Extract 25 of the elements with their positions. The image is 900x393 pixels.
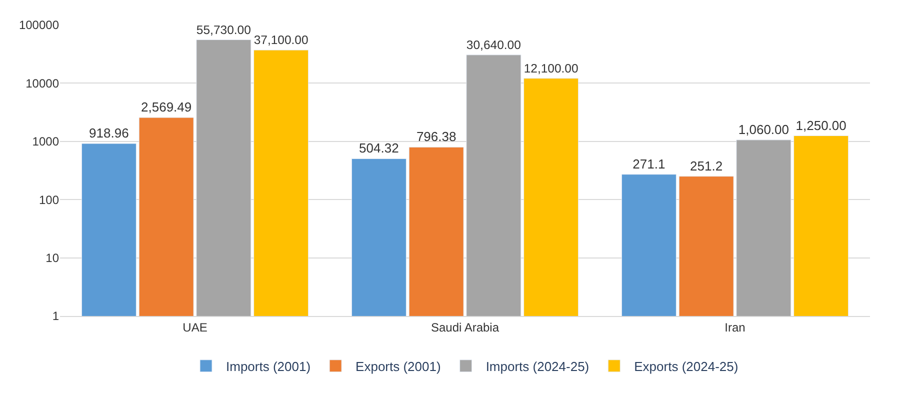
x-tick-label: UAE [182,320,208,334]
data-label: 12,100.00 [524,62,578,76]
data-label: 504.32 [359,140,399,156]
data-label: 2,569.49 [141,100,192,115]
data-label: 1,060.00 [738,122,789,137]
data-label: 37,100.00 [254,33,308,48]
x-tick-label: Saudi Arabia [430,320,500,334]
y-tick-label: 10 [46,251,60,265]
data-label: 251.2 [690,158,723,174]
data-label: 918.96 [89,126,129,141]
data-label: 1,250.00 [796,118,846,133]
y-tick-label: 100 [38,192,60,207]
legend-label: Imports (2001) [226,358,311,374]
legend-label: Exports (2001) [356,358,441,374]
y-tick-label: 1 [52,309,60,324]
y-tick-label: 100000 [18,18,60,32]
x-tick-label: Iran [724,320,746,334]
data-label: 30,640.00 [466,38,522,52]
data-label: 55,730.00 [196,22,252,37]
legend-label: Imports (2024-25) [486,358,590,374]
y-tick-label: 1000 [32,134,60,149]
data-label: 796.38 [416,129,456,144]
data-label: 271.1 [632,156,666,172]
y-tick-label: 10000 [26,76,60,90]
legend-label: Exports (2024-25) [634,358,738,374]
